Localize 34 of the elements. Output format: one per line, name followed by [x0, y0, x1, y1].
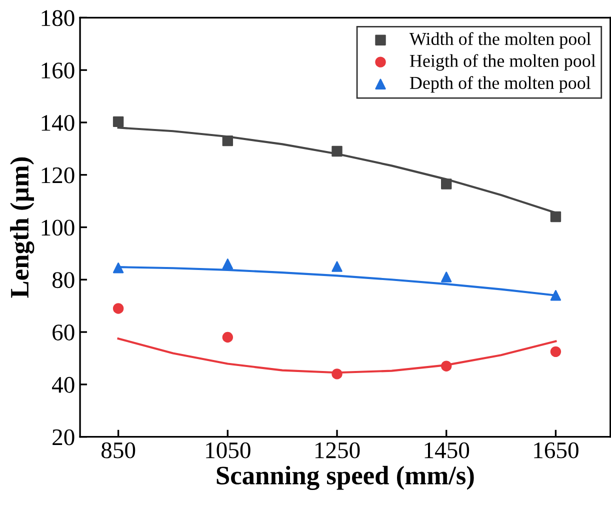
x-axis-title: Scanning speed (mm/s) [216, 466, 474, 490]
point [222, 332, 234, 343]
x-tick-label: 1650 [534, 442, 578, 458]
point [112, 116, 124, 128]
point [332, 261, 342, 272]
y-tick-label: 60 [52, 324, 74, 340]
legend-label: Depth of the molten pool [410, 76, 591, 93]
y-tick-label: 20 [52, 429, 74, 446]
point [332, 146, 342, 157]
y-tick-label: 80 [52, 272, 74, 288]
y-tick-label: 40 [52, 376, 74, 393]
point [550, 211, 562, 222]
point [332, 368, 342, 380]
x-tick-label: 1250 [315, 442, 360, 458]
y-tick-label: 140 [42, 114, 74, 131]
y-tick-label: 180 [42, 10, 74, 26]
point [222, 135, 234, 146]
y-tick-label: 100 [42, 220, 74, 236]
point [550, 290, 562, 301]
x-tick-label: 1050 [206, 442, 250, 458]
x-tick-label: 1450 [424, 442, 470, 458]
y-tick-label: 160 [42, 62, 74, 78]
legend-label: Heigth of the molten pool [410, 54, 596, 71]
y-tick-label: 120 [42, 167, 74, 184]
point [441, 272, 452, 282]
legend-label: Width of the molten pool [409, 32, 591, 49]
point [112, 262, 124, 274]
point [550, 346, 562, 358]
x-tick-label: 850 [102, 442, 136, 458]
point [441, 178, 452, 190]
y-axis-title: Length (µm) [10, 157, 34, 298]
point [441, 360, 452, 372]
point [222, 258, 234, 270]
point [112, 303, 124, 314]
